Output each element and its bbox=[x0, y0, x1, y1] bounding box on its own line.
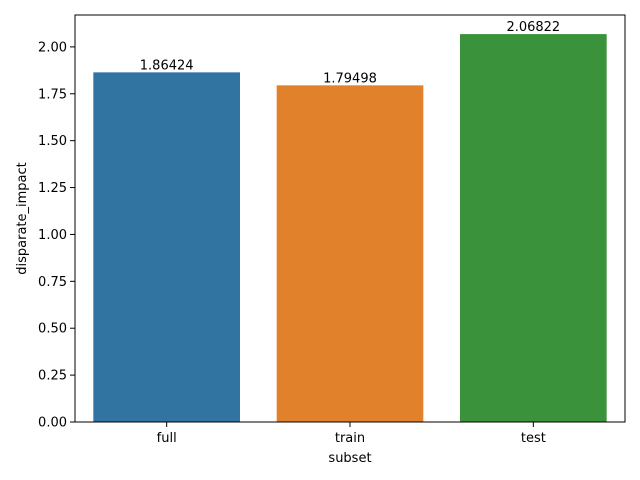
y-tick-label-2: 0.50 bbox=[38, 322, 67, 337]
bars-layer bbox=[93, 34, 607, 423]
y-tick-label-0: 0.00 bbox=[38, 416, 67, 431]
bar-train bbox=[276, 85, 424, 422]
y-tick-label-4: 1.00 bbox=[38, 228, 67, 243]
bar-full bbox=[93, 72, 240, 423]
y-tick-label-1: 0.25 bbox=[38, 369, 67, 384]
bar-test bbox=[460, 34, 607, 423]
y-axis: 0.00 0.25 0.50 0.75 1.00 1.25 1.50 1.75 2.00 bbox=[38, 40, 75, 431]
x-axis: full train test bbox=[157, 422, 546, 446]
plot-frame bbox=[74, 14, 626, 423]
y-axis-title: disparate_impact bbox=[15, 162, 30, 275]
data-label-train: 1.79498 bbox=[323, 71, 377, 86]
x-tick-label-train: train bbox=[335, 431, 365, 446]
y-tick-label-7: 1.75 bbox=[38, 87, 67, 102]
data-label-full: 1.86424 bbox=[140, 58, 194, 73]
y-tick-label-6: 1.50 bbox=[38, 134, 67, 149]
data-labels-layer: 1.86424 1.79498 2.06822 bbox=[140, 20, 560, 86]
x-tick-label-test: test bbox=[521, 431, 546, 446]
y-tick-label-8: 2.00 bbox=[38, 40, 67, 55]
y-tick-label-5: 1.25 bbox=[38, 181, 67, 196]
x-axis-title: subset bbox=[328, 451, 371, 466]
x-tick-label-full: full bbox=[157, 431, 177, 446]
y-tick-label-3: 0.75 bbox=[38, 275, 67, 290]
data-label-test: 2.06822 bbox=[506, 20, 560, 35]
